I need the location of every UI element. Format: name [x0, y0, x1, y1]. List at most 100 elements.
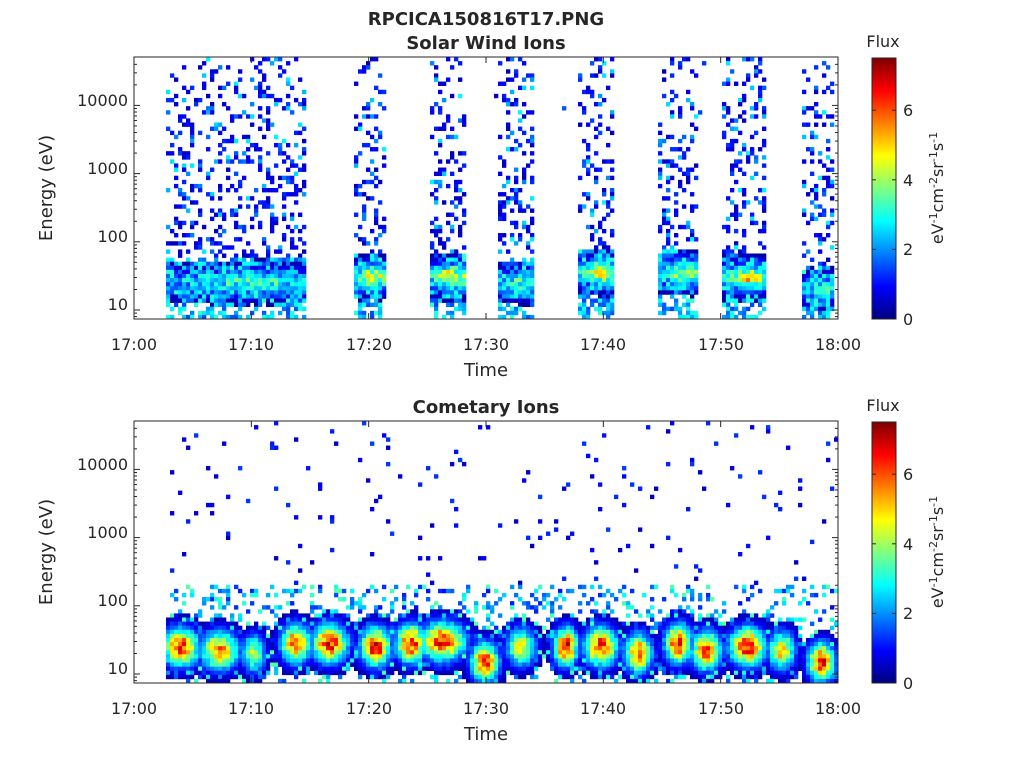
- spectrogram-cell: [458, 151, 463, 156]
- ytick-label-10-solar-wind: 10: [108, 295, 128, 314]
- spectrogram-cell: [258, 637, 263, 643]
- spectrogram-cell: [186, 208, 191, 213]
- spectrogram-cell: [610, 192, 615, 197]
- spectrogram-cell: [602, 646, 607, 651]
- spectrogram-cell: [562, 654, 567, 659]
- spectrogram-cell: [370, 662, 375, 667]
- spectrogram-cell: [166, 89, 171, 95]
- spectrogram-cell: [502, 81, 507, 86]
- spectrogram-cell: [358, 617, 363, 622]
- spectrogram-cell: [658, 646, 663, 651]
- spectrogram-cell: [690, 588, 695, 594]
- spectrogram-cell: [390, 658, 395, 663]
- spectrogram-cell: [246, 658, 251, 663]
- spectrogram-cell: [246, 670, 251, 676]
- spectrogram-cell: [534, 658, 539, 663]
- spectrogram-cell: [258, 290, 263, 295]
- spectrogram-cell: [206, 666, 211, 672]
- spectrogram-cell: [734, 290, 739, 295]
- spectrogram-cell: [278, 73, 283, 78]
- spectrogram-cell: [598, 666, 603, 672]
- spectrogram-cell: [250, 159, 255, 164]
- spectrogram-cell: [254, 625, 259, 631]
- spectrogram-cell: [590, 617, 595, 622]
- spectrogram-cell: [230, 114, 235, 119]
- spectrogram-cell: [602, 261, 607, 267]
- spectrogram-cell: [506, 126, 511, 131]
- spectrogram-cell: [806, 220, 811, 226]
- spectrogram-cell: [378, 233, 383, 238]
- spectrogram-cell: [414, 646, 419, 651]
- spectrogram-cell: [598, 637, 603, 643]
- spectrogram-cell: [514, 646, 519, 651]
- spectrogram-cell: [370, 584, 375, 590]
- spectrogram-cell: [474, 633, 479, 639]
- spectrogram-cell: [190, 126, 195, 131]
- spectrogram-cell: [214, 273, 219, 279]
- spectrogram-cell: [754, 220, 759, 226]
- spectrogram-cell: [442, 241, 447, 246]
- spectrogram-cell: [226, 269, 231, 275]
- spectrogram-cell: [734, 261, 739, 267]
- spectrogram-cell: [274, 269, 279, 275]
- spectrogram-cell: [626, 633, 631, 639]
- spectrogram-cell: [658, 654, 663, 659]
- spectrogram-cell: [434, 310, 439, 316]
- spectrogram-cell: [662, 633, 667, 639]
- spectrogram-cell: [602, 188, 607, 193]
- spectrogram-cell: [282, 306, 287, 312]
- spectrogram-cell: [442, 257, 447, 262]
- spectrogram-cell: [382, 633, 387, 639]
- spectrogram-cell: [530, 621, 535, 626]
- spectrogram-cell: [382, 629, 387, 635]
- spectrogram-cell: [662, 253, 667, 258]
- spectrogram-cell: [678, 282, 683, 287]
- spectrogram-cell: [470, 617, 475, 622]
- spectrogram-cell: [214, 265, 219, 271]
- spectrogram-cell: [250, 57, 255, 62]
- spectrogram-cell: [678, 662, 683, 667]
- spectrogram-cell: [590, 73, 595, 78]
- spectrogram-cell: [174, 629, 179, 635]
- spectrogram-cell: [722, 273, 727, 279]
- spectrogram-cell: [334, 650, 339, 655]
- spectrogram-cell: [246, 654, 251, 659]
- spectrogram-cell: [446, 588, 451, 594]
- spectrogram-cell: [822, 310, 827, 316]
- spectrogram-cell: [678, 278, 683, 283]
- spectrogram-cell: [414, 629, 419, 635]
- spectrogram-cell: [270, 220, 275, 226]
- spectrogram-cell: [474, 654, 479, 659]
- spectrogram-cell: [170, 621, 175, 626]
- spectrogram-cell: [394, 658, 399, 663]
- spectrogram-cell: [674, 298, 679, 303]
- spectrogram-cell: [210, 625, 215, 631]
- spectrogram-cell: [578, 633, 583, 639]
- spectrogram-cell: [194, 183, 199, 189]
- spectrogram-cell: [414, 662, 419, 667]
- spectrogram-cell: [634, 625, 639, 631]
- spectrogram-cell: [362, 637, 367, 643]
- spectrogram-cell: [326, 670, 331, 676]
- spectrogram-cell: [438, 629, 443, 635]
- spectrogram-cell: [294, 273, 299, 279]
- spectrogram-cell: [302, 89, 307, 95]
- spectrogram-cell: [614, 597, 619, 602]
- spectrogram-cell: [386, 437, 391, 442]
- spectrogram-cell: [342, 621, 347, 626]
- spectrogram-cell: [698, 629, 703, 635]
- spectrogram-cell: [594, 601, 599, 606]
- spectrogram-cell: [454, 261, 459, 267]
- spectrogram-cell: [450, 294, 455, 299]
- spectrogram-cell: [694, 257, 699, 262]
- spectrogram-cell: [610, 228, 615, 234]
- spectrogram-cell: [362, 142, 367, 148]
- spectrogram-cell: [694, 646, 699, 651]
- spectrogram-cell: [210, 678, 215, 684]
- spectrogram-cell: [206, 674, 211, 680]
- spectrogram-cell: [278, 65, 283, 70]
- spectrogram-cell: [586, 282, 591, 287]
- spectrogram-cell: [450, 126, 455, 131]
- spectrogram-cell: [222, 637, 227, 643]
- spectrogram-cell: [282, 588, 287, 594]
